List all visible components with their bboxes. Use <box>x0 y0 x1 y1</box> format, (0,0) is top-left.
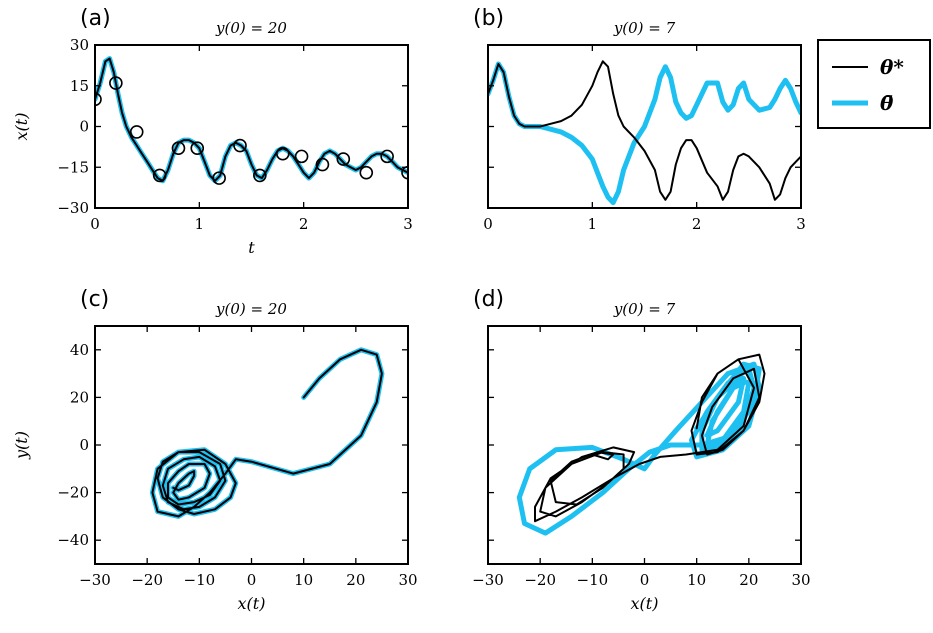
y-tick-label: −40 <box>57 531 89 549</box>
x-tick-label: −30 <box>472 571 504 589</box>
panel-d: −30 −20 −10 0 10 20 30 y(0) = 7 (d) x(t) <box>472 287 810 613</box>
data-marker <box>380 149 394 164</box>
panel-c: −30 −20 −10 0 10 20 30 −40 −20 0 20 40 y(0) = 20 (c) x… <box>12 287 418 613</box>
y-tick-label: −30 <box>57 199 89 217</box>
series-line-theta-star <box>534 353 766 523</box>
panel-letter: (a) <box>80 6 111 31</box>
legend: θ* θ̄ <box>817 39 931 129</box>
panel-letter: (c) <box>80 287 109 312</box>
x-tick-label: 3 <box>403 215 413 233</box>
panel-letter: (b) <box>473 6 504 31</box>
series-line-theta-bar <box>149 347 385 519</box>
data-marker <box>129 125 144 139</box>
series-line-theta-star <box>488 60 801 201</box>
data-marker <box>253 168 267 183</box>
x-tick-label: 2 <box>299 215 309 233</box>
y-tick-label: 20 <box>70 388 89 406</box>
data-marker <box>359 165 374 180</box>
data-marker <box>95 92 102 107</box>
series-line-theta-star <box>95 57 408 182</box>
x-tick-label: 20 <box>739 571 758 589</box>
x-tick-label: 0 <box>90 215 100 233</box>
x-axis-label: t <box>248 238 255 257</box>
panel-title: y(0) = 7 <box>613 19 676 37</box>
x-tick-label: −10 <box>184 571 216 589</box>
panel-title: y(0) = 7 <box>613 300 676 318</box>
x-tick-label: 30 <box>398 571 417 589</box>
panel-title: y(0) = 20 <box>215 19 287 37</box>
x-tick-label: 10 <box>687 571 706 589</box>
x-tick-label: 1 <box>195 215 205 233</box>
data-marker <box>109 76 123 90</box>
x-tick-label: −20 <box>524 571 556 589</box>
data-marker <box>315 157 330 172</box>
data-marker <box>275 146 290 161</box>
x-tick-label: 2 <box>692 215 702 233</box>
x-tick-label: −30 <box>79 571 111 589</box>
data-marker <box>212 171 226 185</box>
data-marker <box>152 168 167 183</box>
legend-label-theta-star: θ* <box>880 55 904 79</box>
panel-letter: (d) <box>473 287 504 312</box>
data-marker <box>190 141 205 156</box>
y-tick-label: 30 <box>70 36 89 54</box>
series-group <box>516 353 766 536</box>
x-tick-label: 3 <box>796 215 806 233</box>
y-tick-label: −15 <box>57 158 89 176</box>
y-tick-label: 15 <box>70 77 89 95</box>
y-tick-label: 0 <box>79 118 89 136</box>
plot-frame <box>94 325 409 565</box>
y-tick-label: −20 <box>57 484 89 502</box>
x-tick-label: −20 <box>131 571 163 589</box>
x-tick-label: 20 <box>346 571 365 589</box>
x-tick-label: 0 <box>483 215 493 233</box>
series-line-theta-bar <box>488 61 801 206</box>
series-group <box>488 60 801 206</box>
series-line-theta-bar <box>516 361 762 536</box>
x-tick-label: 30 <box>791 571 810 589</box>
y-axis-label: x(t) <box>12 113 31 141</box>
x-axis-label: x(t) <box>631 594 659 613</box>
plot-frame <box>94 44 409 209</box>
legend-label-theta-bar: θ̄ <box>880 91 894 115</box>
x-axis-label: x(t) <box>238 594 266 613</box>
x-tick-label: 10 <box>294 571 313 589</box>
data-marker <box>171 141 186 156</box>
data-marker <box>336 152 351 166</box>
x-tick-label: 0 <box>640 571 650 589</box>
series-group <box>95 56 408 185</box>
legend-box <box>817 39 931 129</box>
series-group <box>149 347 385 519</box>
y-axis-label: y(t) <box>12 431 31 460</box>
series-line-theta-star <box>151 348 383 518</box>
x-tick-label: 1 <box>588 215 598 233</box>
panel-b: 0 1 2 3 y(0) = 7 (b) <box>473 6 806 233</box>
panel-a: 0 1 2 3 −30 −15 0 15 30 y(0) = 20 (a) t x(t) <box>12 6 413 257</box>
y-tick-label: 40 <box>70 341 89 359</box>
x-tick-label: −10 <box>577 571 609 589</box>
x-tick-label: 0 <box>247 571 257 589</box>
panel-title: y(0) = 20 <box>215 300 287 318</box>
data-marker <box>294 149 309 164</box>
data-marker <box>233 138 247 153</box>
data-marker <box>401 165 408 180</box>
y-tick-label: 0 <box>79 436 89 454</box>
